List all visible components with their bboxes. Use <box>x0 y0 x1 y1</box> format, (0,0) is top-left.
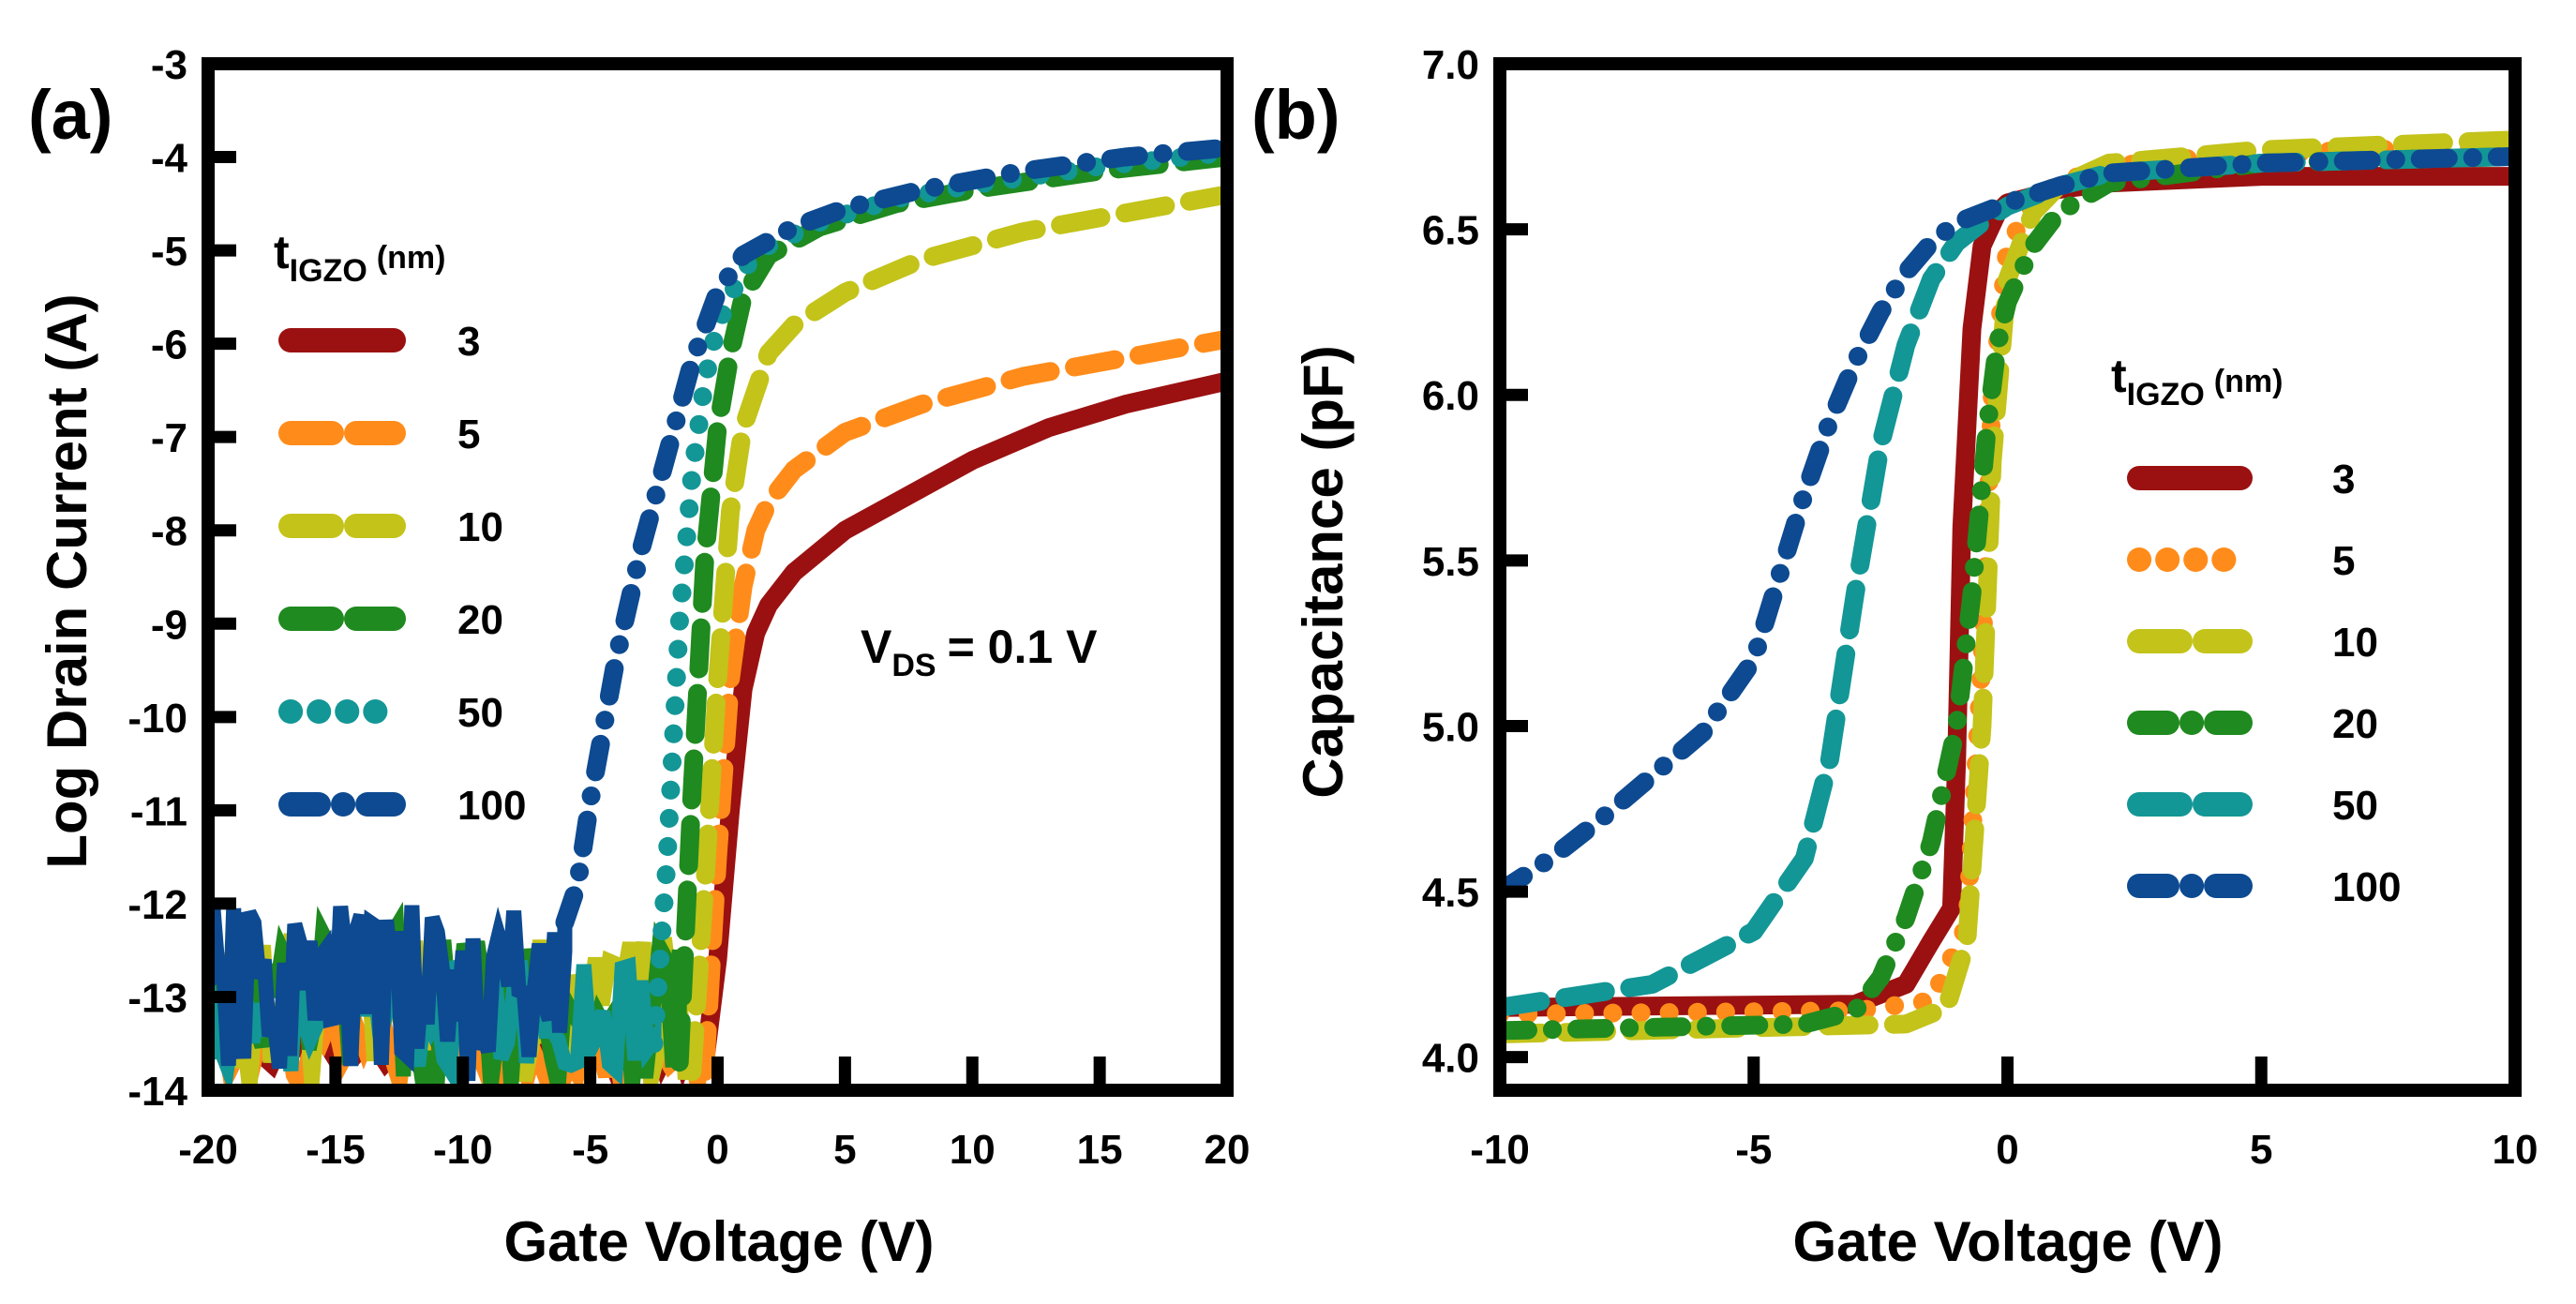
panel-a-legend: tIGZO (nm) 3 5 10 20 50 100 <box>274 226 526 829</box>
series-5-line <box>695 329 1227 1082</box>
x-tick-label: 5 <box>833 1127 856 1173</box>
y-tick-label: 4.5 <box>1422 870 1479 916</box>
panel-a-legend-title: tIGZO (nm) <box>274 226 445 289</box>
x-tick-label: -5 <box>572 1127 608 1173</box>
legend-item-10: 10 <box>2127 620 2378 666</box>
series-100nm <box>1500 146 2515 902</box>
series-100-noise-floor <box>208 905 573 1082</box>
y-tick-label: 6.5 <box>1422 208 1479 254</box>
x-tick-label: -5 <box>1735 1127 1772 1173</box>
series-100nm <box>208 138 1227 1082</box>
panel-a-y-axis-title: Log Drain Current (A) <box>36 293 98 868</box>
x-tick-label: -15 <box>306 1127 366 1173</box>
y-tick-label: -11 <box>130 788 187 834</box>
legend-label: 10 <box>457 504 503 550</box>
y-tick-label: 7.0 <box>1422 42 1479 88</box>
y-tick-label: -13 <box>127 975 187 1021</box>
legend-label: 50 <box>2332 783 2378 829</box>
legend-item-20: 20 <box>2127 701 2378 747</box>
panel-b-y-axis-title: Capacitance (pF) <box>1292 345 1355 798</box>
x-tick-label: 20 <box>1205 1127 1251 1173</box>
x-tick-label: 5 <box>2250 1127 2272 1173</box>
x-tick-label: 0 <box>1996 1127 2018 1173</box>
x-tick-label: 15 <box>1077 1127 1123 1173</box>
legend-label: 100 <box>2332 864 2401 910</box>
panel-b-chart: (b) -10 -5 0 5 10 7.0 6.5 6.0 5.5 5.0 4.5 4.0 Gate … <box>1251 42 2538 1273</box>
legend-label: 3 <box>457 319 480 365</box>
x-tick-label: 10 <box>950 1127 996 1173</box>
series-100-line <box>1500 146 2515 902</box>
x-tick-label: -10 <box>1470 1127 1530 1173</box>
legend-item-100: 100 <box>2127 864 2401 910</box>
y-tick-label: -3 <box>151 42 187 88</box>
panel-a-x-axis-title: Gate Voltage (V) <box>504 1210 935 1273</box>
panel-a-vds-annotation: VDS = 0.1 V <box>861 621 1098 683</box>
x-tick-label: -10 <box>433 1127 493 1173</box>
panel-a-chart: (a) -20 -15 -10 -5 0 5 10 15 20 -3 -4 -5 -6 -7 -8 -9 -10… <box>28 42 1250 1273</box>
y-tick-label: -10 <box>127 696 187 742</box>
series-100-line <box>555 138 1227 932</box>
panel-a-curves <box>208 138 1227 1090</box>
legend-label: 10 <box>2332 620 2378 666</box>
legend-item-5: 5 <box>278 412 480 457</box>
panel-b-legend-items: 3 5 10 20 50 100 <box>2127 457 2401 910</box>
y-tick-label: 4.0 <box>1422 1036 1479 1082</box>
legend-item-50: 50 <box>278 690 503 736</box>
legend-item-20: 20 <box>278 597 503 643</box>
panel-b-legend: tIGZO (nm) 3 5 10 20 50 100 <box>2111 350 2401 910</box>
legend-item-100: 100 <box>278 783 526 829</box>
y-tick-label: -12 <box>127 882 187 928</box>
legend-item-10: 10 <box>278 504 503 550</box>
panel-a-legend-items: 3 5 10 20 50 100 <box>278 319 526 829</box>
y-tick-label: 5.0 <box>1422 704 1479 750</box>
panel-b-label: (b) <box>1251 76 1340 154</box>
legend-item-50: 50 <box>2127 783 2378 829</box>
y-tick-label: -6 <box>151 322 187 368</box>
legend-label: 3 <box>2332 457 2355 502</box>
x-tick-label: -20 <box>178 1127 238 1173</box>
legend-label: 5 <box>457 412 480 457</box>
series-10-line <box>682 185 1227 1082</box>
panel-b-x-axis-title: Gate Voltage (V) <box>1793 1210 2224 1273</box>
y-tick-label: 6.0 <box>1422 373 1479 419</box>
series-20-line <box>669 147 1227 1072</box>
series-20-line <box>1500 146 2515 1041</box>
panel-b-legend-title: tIGZO (nm) <box>2111 350 2283 412</box>
series-50-line <box>644 142 1227 1054</box>
y-tick-label: -7 <box>151 415 187 461</box>
legend-label: 20 <box>457 597 503 643</box>
y-tick-label: -4 <box>151 136 188 182</box>
y-tick-label: -9 <box>151 602 187 648</box>
panel-b-ticks: -10 -5 0 5 10 7.0 6.5 6.0 5.5 5.0 4.5 4.0 <box>1422 42 2539 1173</box>
legend-item-5: 5 <box>2127 538 2355 584</box>
panel-a-ticks: -20 -15 -10 -5 0 5 10 15 20 -3 -4 -5 -6 -7 -8 -9 -10 -11 -… <box>127 42 1250 1173</box>
legend-item-3: 3 <box>2127 457 2355 502</box>
legend-label: 5 <box>2332 538 2355 584</box>
legend-label: 20 <box>2332 701 2378 747</box>
panel-a-label: (a) <box>28 76 112 154</box>
legend-item-3: 3 <box>278 319 480 365</box>
legend-label: 100 <box>457 783 526 829</box>
series-20nm <box>1500 146 2515 1041</box>
y-tick-label: 5.5 <box>1422 539 1479 585</box>
y-tick-label: -14 <box>127 1069 187 1115</box>
y-tick-label: -5 <box>151 229 187 275</box>
y-tick-label: -8 <box>151 509 187 555</box>
x-tick-label: 10 <box>2493 1127 2539 1173</box>
legend-label: 50 <box>457 690 503 736</box>
x-tick-label: 0 <box>706 1127 728 1173</box>
panel-b-curves <box>1500 130 2515 1043</box>
panel-b-frame <box>1493 57 2522 1097</box>
